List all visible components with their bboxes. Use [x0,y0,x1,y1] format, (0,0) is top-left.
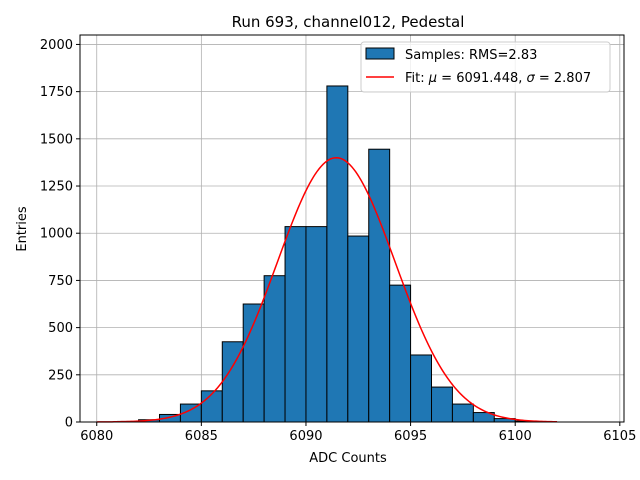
histogram-bar [389,284,412,423]
histogram-bar [410,354,433,423]
legend-samples-swatch [365,47,395,60]
x-tick-label: 6080 [80,429,113,444]
gaussian-fit-curve [96,156,558,423]
x-tick-label: 6090 [289,429,322,444]
histogram-bar [326,85,349,423]
y-axis-ticks: 0 250 500 750 1000 1250 1500 1750 2000 [40,38,80,431]
histogram-bar [284,226,307,423]
y-tick-label: 250 [48,368,73,383]
legend-box [360,41,611,93]
histogram-bar [451,403,474,423]
histogram-bar [431,386,453,423]
legend-fit-label: Fit: μ = 6091.448, σ = 2.807 [405,71,591,86]
histogram-bar [368,148,391,423]
histogram-bars [117,85,537,423]
y-tick-label: 1000 [40,227,73,242]
y-tick-label: 0 [65,416,73,431]
histogram-bar [242,303,265,423]
y-tick-label: 2000 [40,38,73,53]
legend-samples-label: Samples: RMS=2.83 [405,48,537,63]
chart-title: Run 693, channel012, Pedestal [232,13,465,31]
y-tick-label: 1750 [40,85,73,100]
x-tick-label: 6095 [394,429,427,444]
histogram-bar [200,390,223,423]
y-axis-label: Entries [15,206,30,252]
x-tick-label: 6100 [499,429,532,444]
x-axis-label: ADC Counts [309,451,387,466]
y-tick-label: 750 [48,274,73,289]
y-tick-label: 1500 [40,132,73,147]
y-tick-label: 500 [48,321,73,336]
histogram-bar [305,226,328,423]
plot-frame [79,34,625,423]
x-tick-label: 6105 [603,429,636,444]
x-axis-ticks: 6080 6085 6090 6095 6100 6105 [80,422,636,444]
y-tick-label: 1250 [40,180,73,195]
x-tick-label: 6085 [185,429,218,444]
histogram-bar [347,235,370,423]
histogram-bar [263,275,286,423]
legend: Samples: RMS=2.83 Fit: μ = 6091.448, σ =… [360,41,611,93]
